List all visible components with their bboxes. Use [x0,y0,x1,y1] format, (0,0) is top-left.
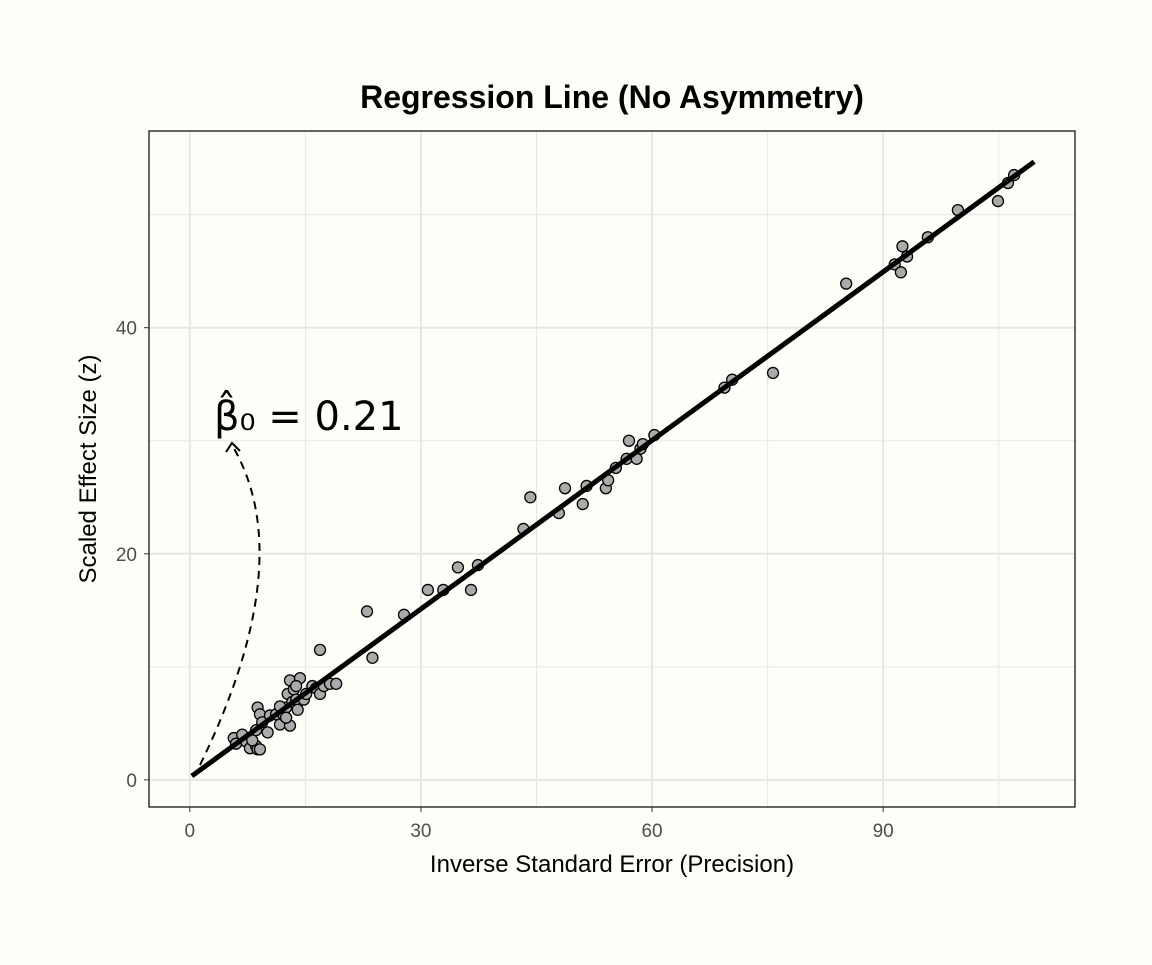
data-point [840,277,853,290]
plot-panel-border [148,130,1076,808]
x-tick-label: 0 [185,821,196,842]
x-tick-label: 60 [641,821,662,842]
y-tick-label: 0 [126,771,137,792]
data-point [421,583,435,597]
x-tick-label: 30 [410,821,431,842]
data-point [558,482,572,495]
x-axis-label: Inverse Standard Error (Precision) [430,851,794,878]
x-tick-label: 90 [873,821,894,842]
data-point [451,561,465,574]
y-axis-label: Scaled Effect Size (z) [75,355,102,584]
data-point [366,651,379,664]
data-point [313,643,327,657]
data-point [464,583,478,597]
regression-line-group [190,159,1036,779]
axes: 0 30 60 90 0 20 40 [116,319,894,842]
data-point [330,677,343,690]
data-point [576,497,589,511]
annotation: β̂₀ = 0.21 [199,390,404,766]
data-point [261,726,274,739]
y-tick-label: 20 [116,545,137,566]
annotation-label: β̂₀ = 0.21 [214,390,404,440]
data-point [289,679,303,693]
chart-title: Regression Line (No Asymmetry) [360,79,864,115]
y-tick-label: 40 [116,319,137,340]
data-point [291,703,304,716]
data-point [766,366,780,380]
data-point [524,491,537,504]
data-point [896,240,909,253]
data-point [894,266,908,279]
annotation-arrow [199,444,261,766]
data-point [360,605,374,618]
arrow-head [225,441,241,453]
data-point [991,194,1005,208]
data-point [622,434,636,447]
regression-line [190,159,1036,779]
data-point [279,711,293,724]
data-point [253,743,267,756]
